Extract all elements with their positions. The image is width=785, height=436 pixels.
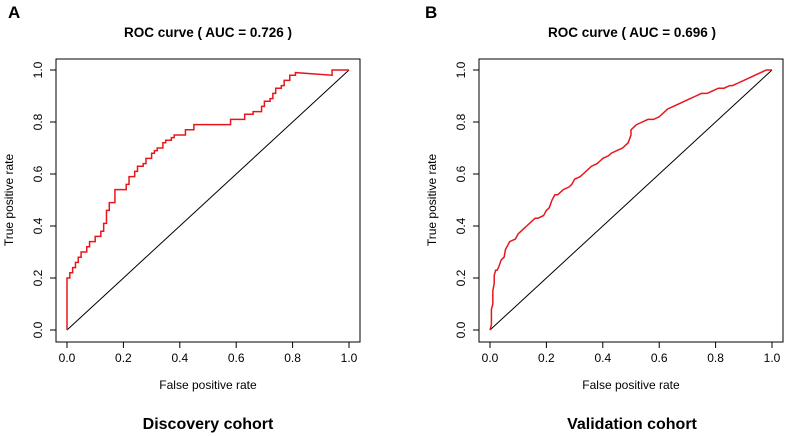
y-tick-label: 0.6 (31, 165, 45, 182)
series-layer-a (66, 69, 350, 331)
x-tick-label: 1.0 (764, 351, 781, 365)
y-tick-label: 0.8 (31, 113, 45, 130)
panel-discovery: A ROC curve ( AUC = 0.726 ) 0.0 0.2 0.4 0.6… (2, 3, 361, 433)
x-tick-label: 0.6 (651, 351, 668, 365)
chart-title-a: ROC curve ( AUC = 0.726 ) (124, 25, 292, 40)
y-tick-label: 1.0 (31, 61, 45, 78)
x-tick-label: 0.0 (59, 351, 76, 365)
x-tick-label: 0.8 (707, 351, 724, 365)
roc-curve-line (66, 69, 349, 330)
y-tick-label: 0.0 (31, 321, 45, 338)
y-tick-label: 0.0 (454, 321, 468, 338)
y-tick-label: 0.4 (454, 217, 468, 234)
x-axis-b: 0.0 0.2 0.4 0.6 0.8 1.0 (482, 341, 781, 365)
x-tick-label: 0.6 (228, 351, 245, 365)
panel-letter-a: A (8, 3, 20, 22)
caption-discovery: Discovery cohort (143, 416, 274, 433)
reference-diagonal-line (489, 69, 773, 331)
x-axis-a: 0.0 0.2 0.4 0.6 0.8 1.0 (59, 341, 358, 365)
y-tick-label: 0.8 (454, 113, 468, 130)
y-tick-label: 0.4 (31, 217, 45, 234)
y-tick-label: 0.6 (454, 165, 468, 182)
y-tick-label: 0.2 (454, 269, 468, 286)
panel-validation: B ROC curve ( AUC = 0.696 ) 0.0 0.2 0.4 0.6… (425, 3, 784, 433)
x-tick-label: 1.0 (341, 351, 358, 365)
y-tick-label: 1.0 (454, 61, 468, 78)
chart-title-b: ROC curve ( AUC = 0.696 ) (548, 25, 716, 40)
caption-validation: Validation cohort (567, 416, 697, 433)
panel-letter-b: B (425, 3, 437, 22)
y-axis-label-b: True positive rate (425, 154, 439, 247)
series-layer-b (489, 69, 773, 331)
x-tick-label: 0.0 (482, 351, 499, 365)
x-tick-label: 0.4 (171, 351, 188, 365)
x-tick-label: 0.8 (284, 351, 301, 365)
y-axis-a: 0.0 0.2 0.4 0.6 0.8 1.0 (31, 61, 57, 338)
roc-curve-line (489, 69, 772, 331)
x-axis-label-b: False positive rate (582, 378, 680, 392)
x-tick-label: 0.2 (538, 351, 555, 365)
y-axis-b: 0.0 0.2 0.4 0.6 0.8 1.0 (454, 61, 480, 338)
x-axis-label-a: False positive rate (159, 378, 257, 392)
x-tick-label: 0.2 (115, 351, 132, 365)
y-axis-label-a: True positive rate (2, 154, 16, 247)
y-tick-label: 0.2 (31, 269, 45, 286)
x-tick-label: 0.4 (594, 351, 611, 365)
reference-diagonal-line (66, 69, 350, 331)
